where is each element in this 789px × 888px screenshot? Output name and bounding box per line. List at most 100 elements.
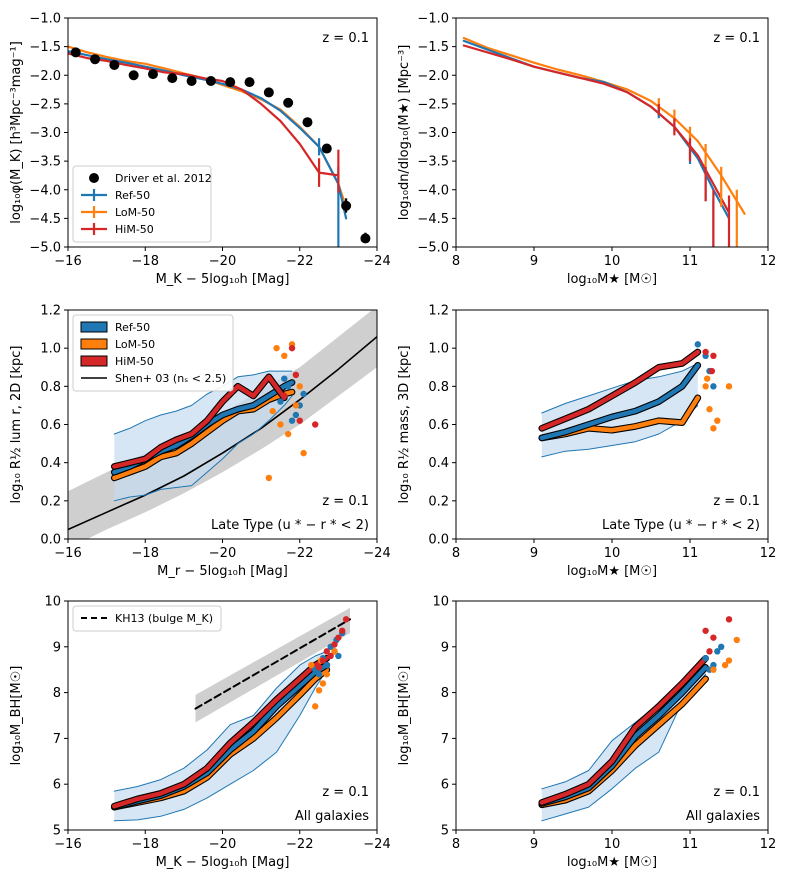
data-point-lom-50-pts xyxy=(725,657,733,664)
x-tick-label: 10 xyxy=(604,254,621,269)
y-tick-label: −3.5 xyxy=(29,155,61,170)
x-tick-label: −20 xyxy=(209,837,236,852)
data-point-lom-50-pts xyxy=(721,661,729,669)
legend: Ref-50 LoM-50 HiM-50 Shen+ 03 (nₛ < 2.5) xyxy=(72,314,234,392)
legend: KH13 (bulge M_K) xyxy=(72,605,222,632)
chart-panel-5: −16 −18 −20 −22 −24 5 6 7 8 9 10 M_K − 5log₁₀h [Mag… xyxy=(9,595,391,871)
x-axis-label: M_K − 5log₁₀h [Mag] xyxy=(156,855,290,870)
y-tick-label: 9 xyxy=(53,640,61,655)
annotation-label: All galaxies xyxy=(686,809,760,824)
data-point-driver-et-al-2012 xyxy=(283,97,294,108)
data-point-ref-50-pts xyxy=(284,383,292,390)
data-point-him-50-pts xyxy=(702,627,709,634)
data-point-lom-50-pts xyxy=(284,430,292,438)
data-point-lom-50-pts xyxy=(725,383,733,390)
y-tick-label: −1.5 xyxy=(417,40,449,55)
data-point-driver-et-al-2012 xyxy=(70,47,81,58)
y-tick-label: −2.0 xyxy=(29,69,61,84)
data-point-driver-et-al-2012 xyxy=(360,233,371,244)
y-tick-label: 0.6 xyxy=(428,418,449,433)
series-line-shen-03 xyxy=(68,335,377,531)
series-line-him-50 xyxy=(112,374,287,469)
data-point-him-50-pts xyxy=(288,344,296,352)
series-line-him-50 xyxy=(68,52,340,177)
y-tick-label: 10 xyxy=(44,595,61,610)
y-tick-label: 8 xyxy=(441,686,449,701)
y-tick-label: 0.6 xyxy=(40,418,61,433)
y-tick-label: 1.2 xyxy=(428,304,449,319)
legend-marker xyxy=(80,321,108,333)
data-point-lom-50-pts xyxy=(331,648,338,655)
data-point-lom-50-pts xyxy=(296,383,303,390)
annotation-label: z = 0.1 xyxy=(322,494,369,509)
legend-box xyxy=(72,605,222,632)
y-tick-label: 5 xyxy=(441,824,449,839)
data-point-lom-50-pts xyxy=(315,687,323,694)
y-tick-label: 9 xyxy=(441,640,449,655)
data-point-him-50-pts xyxy=(339,627,346,634)
data-point-ref-50-pts xyxy=(277,398,284,405)
x-axis-label: M_K − 5log₁₀h [Mag] xyxy=(156,272,290,287)
x-tick-label: −24 xyxy=(363,546,390,561)
data-point-him-50-pts xyxy=(710,352,717,359)
data-point-driver-et-al-2012 xyxy=(302,117,313,128)
series-line-him-50 xyxy=(539,349,701,431)
series-line-him-50 xyxy=(462,44,731,214)
legend: Driver et al. 2012 Ref-50 LoM-50 HiM-50 xyxy=(72,165,212,243)
x-tick-label: −22 xyxy=(286,546,313,561)
data-point-ref-50-pts xyxy=(710,383,717,390)
data-point-him-50-pts xyxy=(319,657,327,664)
plot-area xyxy=(462,36,746,247)
data-point-ref-50-pts xyxy=(281,375,288,382)
y-tick-label: 0.2 xyxy=(428,494,449,509)
x-axis-label: M_r − 5log₁₀h [Mag] xyxy=(157,564,288,579)
data-point-lom-50-pts xyxy=(710,425,717,432)
data-point-him-50-pts xyxy=(327,652,334,660)
data-point-him-50-pts xyxy=(702,348,709,356)
data-point-driver-et-al-2012 xyxy=(109,59,120,70)
legend-label: Shen+ 03 (nₛ < 2.5) xyxy=(115,372,226,385)
y-tick-label: 5 xyxy=(53,824,61,839)
data-point-him-50-pts xyxy=(706,648,713,655)
chart-panel-4: 8 9 10 11 12 0.0 0.2 0.4 0.6 0.8 1.0 1.2 log₁₀M★ [M☉… xyxy=(397,304,776,580)
band-ref-50-scatter xyxy=(541,363,698,457)
y-tick-label: −1.5 xyxy=(29,40,61,55)
x-tick-label: 11 xyxy=(682,546,699,561)
series-line-ref-50-upper xyxy=(541,362,699,414)
data-point-lom-50-pts xyxy=(312,703,319,710)
x-tick-label: −20 xyxy=(209,546,236,561)
y-tick-label: 0.8 xyxy=(40,380,61,395)
x-axis-label: log₁₀M★ [M☉] xyxy=(567,855,657,870)
data-point-driver-et-al-2012 xyxy=(128,70,139,81)
annotation-label: z = 0.1 xyxy=(713,494,760,509)
legend-label: Ref-50 xyxy=(115,321,150,334)
data-point-lom-50-pts xyxy=(714,417,721,424)
plot-area xyxy=(538,616,740,822)
data-point-lom-50-pts xyxy=(733,636,740,644)
series-line-ref-50-lower xyxy=(113,669,328,822)
data-point-him-50-pts xyxy=(281,392,288,400)
data-point-lom-50-pts xyxy=(265,474,273,482)
chart-panel-6: 8 9 10 11 12 5 6 7 8 9 10 log₁₀M★ [M☉] log₁₀M_BH[M☉]… xyxy=(397,595,776,871)
x-tick-label: −20 xyxy=(209,254,236,269)
data-point-driver-et-al-2012 xyxy=(90,54,101,65)
band-kh13-grey-band xyxy=(195,607,350,723)
data-point-lom-50-pts xyxy=(273,344,280,352)
y-tick-label: −4.5 xyxy=(417,212,449,227)
data-point-lom-50-pts xyxy=(710,666,717,673)
data-point-him-50-pts xyxy=(323,648,330,655)
data-point-lom-50-pts xyxy=(319,680,327,687)
y-tick-label: 7 xyxy=(441,732,449,747)
x-tick-label: −18 xyxy=(132,254,159,269)
x-tick-label: 8 xyxy=(452,546,460,561)
x-tick-label: 12 xyxy=(760,546,777,561)
legend-box xyxy=(72,165,212,243)
data-point-him-50-pts xyxy=(335,634,342,641)
x-tick-label: −18 xyxy=(132,837,159,852)
x-tick-label: 12 xyxy=(760,254,777,269)
x-tick-label: 9 xyxy=(530,837,538,852)
annotation-label: z = 0.1 xyxy=(713,31,760,46)
annotation-label: z = 0.1 xyxy=(713,785,760,800)
legend-label: Ref-50 xyxy=(115,189,150,202)
